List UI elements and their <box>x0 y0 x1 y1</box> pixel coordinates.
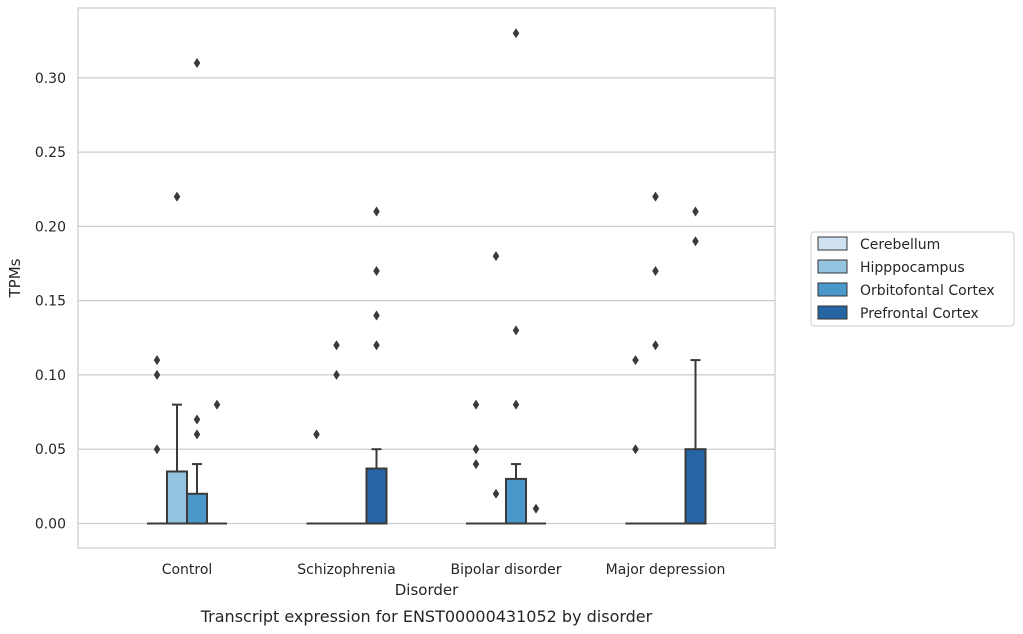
legend-frame <box>810 231 1015 327</box>
box <box>365 467 388 525</box>
x-tick-label: Bipolar disorder <box>450 562 561 578</box>
box <box>186 492 208 525</box>
y-tick-label: 0.20 <box>35 219 66 235</box>
outlier-point <box>532 503 540 514</box>
series-group <box>207 206 707 525</box>
y-tick-label: 0.05 <box>35 442 66 458</box>
outlier-point <box>313 429 320 440</box>
grid-lines <box>78 77 775 525</box>
outlier-point <box>472 444 480 455</box>
y-tick-label: 0.10 <box>35 368 66 384</box>
x-axis-label: Disorder <box>395 581 459 599</box>
x-axis-ticks: Control Schizophrenia Bipolar disorder Majo… <box>162 562 726 578</box>
outlier-point <box>193 429 201 440</box>
y-tick-label: 0.25 <box>35 145 66 161</box>
outlier-point <box>173 191 181 202</box>
outlier-point <box>692 236 699 247</box>
outlier-point <box>512 325 520 336</box>
outlier-point <box>652 191 659 202</box>
outlier-point <box>153 369 161 380</box>
legend-label: Hipppocampus <box>860 260 965 276</box>
legend-swatch <box>817 259 848 274</box>
outlier-point <box>492 251 500 262</box>
legend-swatch <box>817 282 848 297</box>
y-tick-label: 0.30 <box>35 71 66 87</box>
outlier-point <box>153 355 161 366</box>
outlier-point <box>373 340 380 351</box>
outlier-point <box>333 340 340 351</box>
box <box>684 448 707 525</box>
outlier-point <box>652 340 659 351</box>
box-series <box>147 28 707 525</box>
x-tick-label: Schizophrenia <box>297 562 395 578</box>
x-tick-label: Control <box>162 562 213 578</box>
outlier-point <box>512 28 520 39</box>
extra-outliers <box>153 355 639 514</box>
outlier-point <box>472 399 480 410</box>
box <box>505 477 527 525</box>
y-axis-label: TPMs <box>6 258 24 298</box>
series-group <box>186 28 686 525</box>
plot-area-frame <box>77 7 776 549</box>
outlier-point <box>213 399 221 410</box>
legend-label: Cerebellum <box>860 237 940 253</box>
outlier-point <box>193 414 201 425</box>
y-axis-ticks: 0.00 0.05 0.10 0.15 0.20 0.25 0.30 <box>35 71 66 533</box>
x-tick-label: Major depression <box>606 562 726 578</box>
outlier-point <box>373 265 380 276</box>
outlier-point <box>373 310 380 321</box>
y-tick-label: 0.00 <box>35 516 66 532</box>
legend-swatch <box>817 305 848 320</box>
outlier-point <box>193 57 201 68</box>
outlier-point <box>512 399 520 410</box>
legend: Cerebellum Hipppocampus Orbitofontal Corte… <box>810 231 1015 327</box>
outlier-point <box>333 369 340 380</box>
outlier-point <box>492 488 500 499</box>
box <box>166 470 188 525</box>
outlier-point <box>373 206 380 217</box>
outlier-point <box>472 459 480 470</box>
outlier-point <box>692 206 699 217</box>
legend-swatch <box>817 236 848 251</box>
y-tick-label: 0.15 <box>35 294 66 310</box>
outlier-point <box>153 444 161 455</box>
outlier-point <box>652 265 659 276</box>
legend-label: Prefrontal Cortex <box>860 306 979 322</box>
chart-caption: Transcript expression for ENST0000043105… <box>200 607 653 626</box>
series-group <box>166 191 666 525</box>
legend-label: Orbitofontal Cortex <box>860 283 995 299</box>
outlier-point <box>632 355 639 366</box>
outlier-point <box>632 444 639 455</box>
